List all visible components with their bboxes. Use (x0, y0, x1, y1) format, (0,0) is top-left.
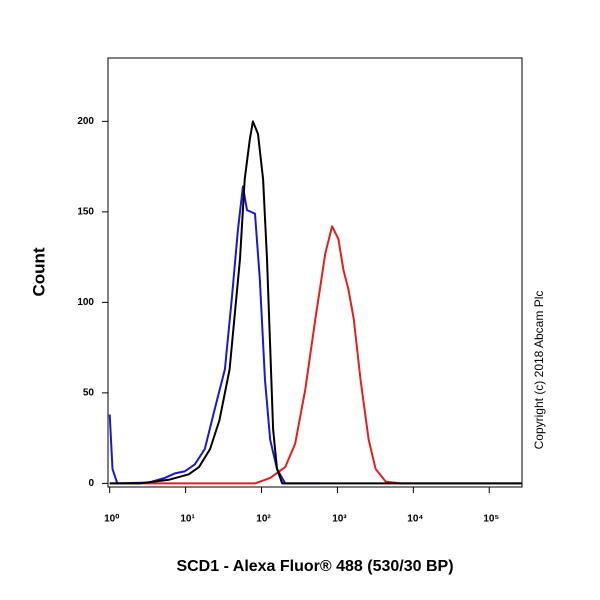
x-tick-label: 10⁵ (483, 514, 499, 525)
histogram-line (109, 120, 522, 485)
copyright: Copyright (c) 2018 Abcam Plc (532, 291, 546, 450)
y-tick-label: 100 (77, 297, 94, 308)
x-tick-label: 10³ (332, 514, 347, 525)
x-tick-label: 10² (256, 514, 271, 525)
x-tick-label: 10⁴ (407, 514, 423, 525)
y-axis-title: Count (29, 247, 48, 296)
x-tick-label: 10⁰ (104, 514, 119, 525)
histogram-line (108, 185, 320, 485)
plot-frame (107, 57, 523, 488)
y-tick-label: 150 (77, 207, 94, 218)
histogram-line (109, 225, 522, 485)
y-tick-label: 50 (83, 388, 95, 399)
y-tick-label: 200 (77, 116, 94, 127)
x-tick-label: 10¹ (180, 514, 195, 525)
x-axis-title: SCD1 - Alexa Fluor® 488 (530/30 BP) (176, 558, 453, 575)
y-tick-label: 0 (88, 478, 94, 489)
